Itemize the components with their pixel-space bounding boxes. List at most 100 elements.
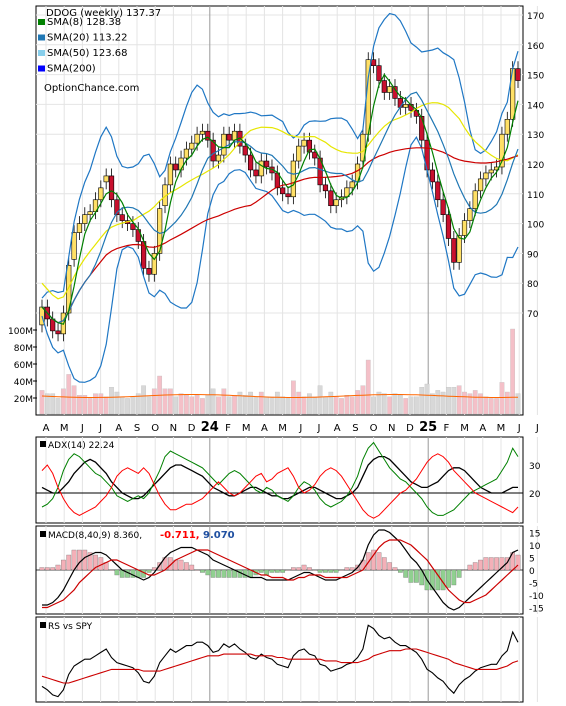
price-tick-label: 80 — [527, 280, 539, 290]
rs-panel-frame — [35, 616, 524, 703]
x-tick-label: N — [170, 423, 177, 434]
x-tick-label: O — [370, 423, 378, 434]
volume-tick-label: 80M — [14, 344, 33, 354]
candle-body — [226, 133, 232, 141]
candle-body — [146, 267, 152, 275]
volume-bar — [162, 388, 168, 415]
macd-histogram-bar — [114, 569, 120, 576]
candle-body — [296, 145, 302, 162]
macd-label: MACD(8,40,9) 8.360, — [48, 531, 142, 541]
macd-histogram-bar — [50, 567, 56, 571]
macd-histogram-bar — [274, 569, 280, 573]
macd-histogram-bar — [87, 552, 93, 571]
volume-bar — [472, 390, 478, 415]
x-tick-label: F — [444, 423, 450, 434]
candle-body — [285, 193, 291, 198]
candle-body — [98, 187, 104, 201]
candle-body — [280, 187, 286, 195]
volume-bar — [39, 390, 45, 415]
adx-series-line — [41, 441, 519, 516]
candle-body — [429, 169, 436, 183]
x-tick-label: J — [317, 423, 321, 434]
gridlines — [33, 6, 538, 702]
candle-body — [82, 214, 88, 224]
macd-histogram-bar — [483, 557, 489, 571]
macd-histogram-bar — [478, 559, 483, 571]
volume-bar — [226, 396, 232, 415]
x-tick-label: A — [261, 423, 268, 434]
volume-bar — [237, 391, 243, 415]
price-tick-label: 160 — [527, 42, 544, 52]
macd-histogram-bar — [467, 564, 473, 571]
candle-body — [381, 80, 387, 93]
price-tick-label: 100 — [527, 221, 544, 231]
macd-histogram-bar — [494, 557, 499, 571]
macd-histogram-bar — [226, 569, 232, 578]
volume-bar — [510, 328, 516, 415]
x-tick-label: F — [225, 423, 231, 434]
macd-histogram-bar — [456, 569, 462, 578]
volume-bar — [381, 393, 387, 415]
macd-histogram-bar — [296, 567, 302, 571]
volume-bar — [371, 396, 376, 415]
candle-body — [488, 169, 494, 174]
volume-bar — [109, 387, 114, 415]
volume-bar — [216, 396, 221, 415]
volume-bar — [462, 391, 467, 415]
volume-bar — [403, 398, 409, 415]
macd-tick-label: 15 — [529, 530, 540, 540]
adx-tick-label: 20 — [529, 490, 541, 500]
volume-bar — [328, 391, 334, 415]
legend-label: SMA(200) — [47, 64, 96, 75]
candle-body — [103, 175, 109, 183]
candle-body — [231, 130, 238, 141]
volume-bar — [499, 382, 505, 415]
volume-bar — [419, 387, 425, 415]
candle-body — [66, 265, 72, 314]
macd-tick-label: -5 — [529, 580, 538, 590]
candle-body — [151, 253, 157, 275]
volume-tick-label: 100M — [8, 327, 33, 337]
volume-bar — [82, 395, 88, 415]
macd-histogram-bar — [221, 569, 227, 578]
macd-histogram-bar — [365, 552, 371, 571]
volume-bar — [103, 396, 109, 415]
x-tick-label: N — [388, 423, 395, 434]
candle-body — [445, 214, 452, 239]
volume-bar — [269, 396, 275, 415]
x-tick-label: D — [188, 423, 196, 434]
macd-histogram-value: 9.070 — [203, 530, 235, 541]
volume-bar — [440, 391, 446, 415]
volume-bar — [194, 395, 200, 415]
candle-body — [435, 181, 441, 201]
x-tick-label: A — [479, 423, 486, 434]
volume-bar — [119, 396, 125, 415]
macd-histogram-bar — [291, 567, 296, 571]
candle-body — [322, 184, 329, 192]
macd-histogram-bar — [312, 569, 318, 571]
volume-bar — [66, 374, 72, 415]
macd-histogram-bar — [205, 569, 211, 576]
adx-tick-label: 30 — [529, 462, 541, 472]
macd-histogram-bar — [488, 557, 494, 571]
volume-bar — [253, 396, 259, 415]
legend-swatch — [38, 50, 45, 56]
volume-bar — [451, 387, 457, 415]
candle-body — [499, 133, 505, 168]
macd-histogram-bar — [408, 569, 414, 583]
candle-body — [210, 139, 216, 162]
x-tick-label: J — [517, 423, 521, 434]
macd-histogram-bar — [178, 559, 184, 571]
volume-bar — [184, 395, 189, 415]
candle-body — [194, 133, 200, 144]
macd-histogram-bar — [451, 569, 457, 586]
volume-bar — [130, 396, 136, 415]
macd-histogram-bar — [430, 569, 435, 591]
candle-body — [451, 238, 457, 263]
macd-histogram-bar — [109, 569, 114, 571]
volume-bar — [205, 395, 211, 415]
candle-body — [472, 190, 478, 210]
adx-label-swatch — [40, 441, 46, 447]
